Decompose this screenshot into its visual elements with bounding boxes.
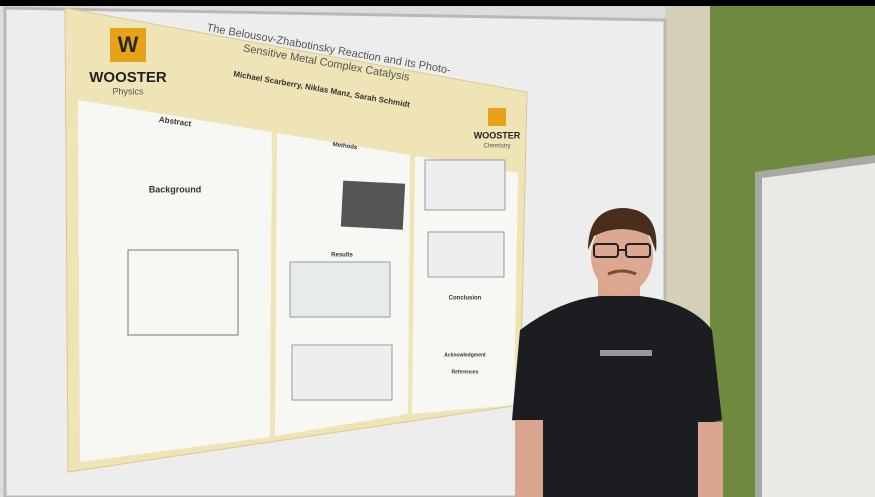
right-board [762, 163, 875, 497]
section-heading: Background [149, 184, 202, 194]
page: W WOOSTER Physics The Belousov-Zhabotins… [0, 0, 875, 497]
logo-left-subtitle: Physics [112, 86, 144, 96]
section-heading: References [452, 369, 479, 375]
logo-right-name: WOOSTER [474, 130, 521, 140]
section-heading: Results [331, 253, 353, 259]
section-heading: Acknowledgment [444, 352, 486, 358]
photo: W WOOSTER Physics The Belousov-Zhabotins… [0, 0, 875, 497]
section-heading: Conclusion [449, 296, 482, 302]
logo-left-name: WOOSTER [89, 69, 167, 86]
logo-right-subtitle: Chemistry [483, 144, 510, 150]
logo-right-mark [488, 108, 506, 126]
logo-w: W [118, 32, 139, 57]
